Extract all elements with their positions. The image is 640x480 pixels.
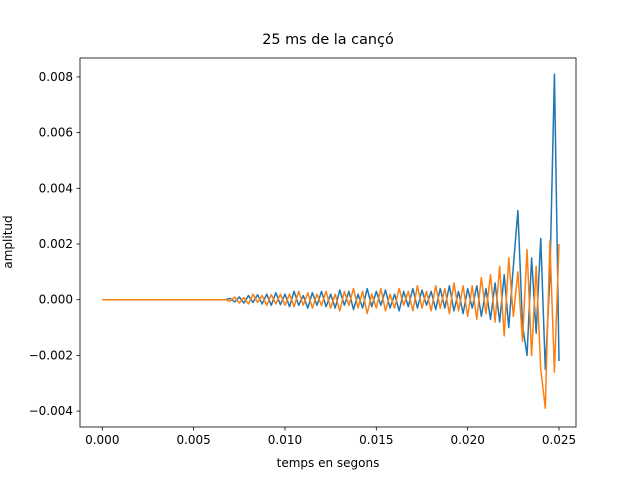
data-line (102, 240, 560, 410)
chart-title: 25 ms de la cançó (262, 32, 394, 48)
data-line (102, 73, 560, 371)
y-tick-label: −0.002 (29, 348, 73, 362)
x-tick-label: 0.015 (359, 433, 393, 447)
y-tick-label: 0.000 (39, 293, 73, 307)
y-axis-label: amplitud (1, 215, 15, 268)
x-tick-label: 0.005 (176, 433, 210, 447)
x-tick-label: 0.020 (450, 433, 484, 447)
x-tick-label: 0.000 (85, 433, 119, 447)
x-axis-label: temps en segons (277, 456, 380, 470)
x-tick-label: 0.010 (268, 433, 302, 447)
y-tick-label: 0.008 (39, 70, 73, 84)
y-tick-label: −0.004 (29, 404, 73, 418)
plot-frame (79, 57, 577, 428)
y-tick-label: 0.002 (39, 237, 73, 251)
x-tick-label: 0.025 (542, 433, 576, 447)
y-tick-label: 0.004 (39, 181, 73, 195)
y-tick-label: 0.006 (39, 126, 73, 140)
